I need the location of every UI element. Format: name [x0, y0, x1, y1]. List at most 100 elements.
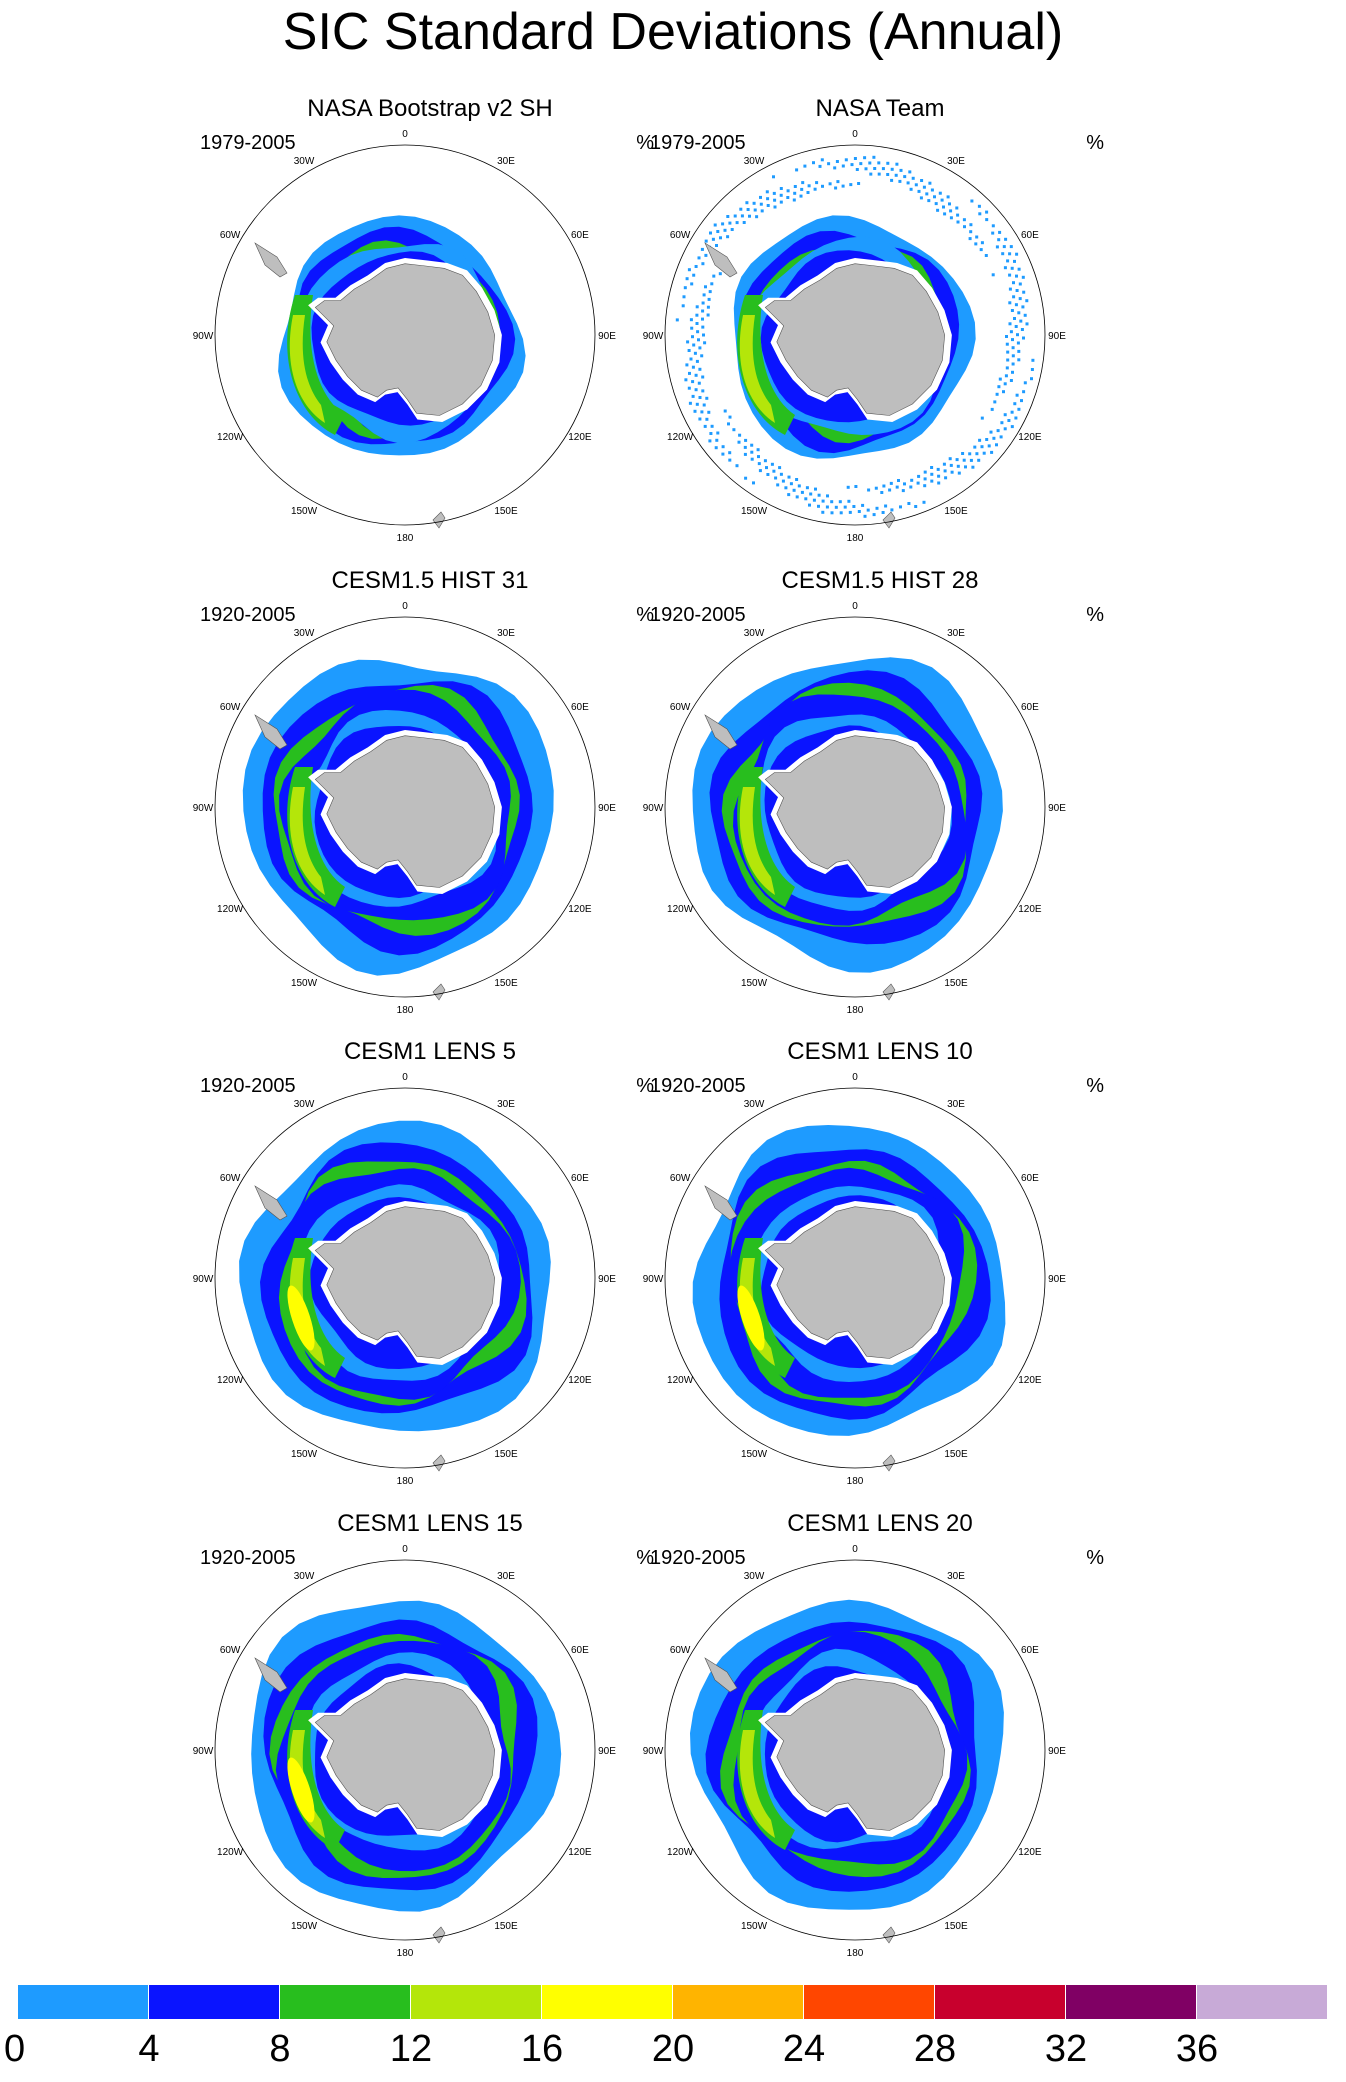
- longitude-label: 90E: [1048, 803, 1066, 814]
- panel-period: 1920-2005: [200, 604, 296, 626]
- longitude-label: 90W: [643, 1746, 664, 1757]
- panel-period: 1920-2005: [200, 1075, 296, 1097]
- noise-speckle: [1010, 410, 1014, 414]
- noise-speckle: [901, 489, 905, 493]
- noise-speckle: [882, 484, 886, 488]
- noise-speckle: [726, 215, 730, 218]
- panel-title: CESM1 LENS 5: [343, 1038, 517, 1065]
- noise-speckle: [1013, 402, 1017, 406]
- map-panel: CESM1 LENS 20 1920-2005% 0 30E 60E 90E 120E 150…: [643, 1510, 1110, 1980]
- noise-speckle: [853, 157, 857, 160]
- noise-speckle: [937, 481, 941, 485]
- colorbar-tick-label: 36: [1175, 2028, 1219, 2070]
- longitude-label: 150W: [291, 1449, 318, 1460]
- colorbar-box: [935, 1985, 1066, 2019]
- noise-speckle: [847, 499, 851, 503]
- noise-speckle: [1015, 274, 1018, 278]
- colorbar-tick-label: 16: [520, 2028, 564, 2070]
- noise-speckle: [934, 202, 938, 206]
- noise-speckle: [936, 467, 940, 471]
- noise-speckle: [695, 322, 699, 325]
- noise-speckle: [1001, 252, 1005, 256]
- longitude-label: 30E: [497, 156, 515, 167]
- panel-title: CESM1 LENS 10: [787, 1038, 973, 1065]
- map-boundary-circle: [664, 144, 1046, 526]
- panel-period: 1920-2005: [650, 1547, 746, 1569]
- noise-speckle: [914, 505, 918, 508]
- longitude-label: 120W: [667, 1847, 694, 1858]
- new-zealand: [432, 1454, 446, 1472]
- noise-speckle: [971, 465, 975, 469]
- noise-speckle: [844, 158, 848, 162]
- noise-speckle: [721, 452, 725, 456]
- noise-speckle: [694, 265, 698, 268]
- noise-speckle: [975, 235, 979, 239]
- noise-speckle: [1003, 427, 1007, 431]
- polar-stereographic-map: 0 30E 60E 90E 120E 150E 180 150W 120W 90W 60W 30W: [193, 1072, 617, 1487]
- noise-speckle: [700, 247, 704, 251]
- noise-speckle: [808, 503, 811, 507]
- noise-speckle: [763, 459, 767, 463]
- noise-speckle: [841, 184, 845, 188]
- colorbar-tick-label: 32: [1044, 2028, 1088, 2070]
- noise-speckle: [691, 380, 695, 384]
- noise-speckle: [995, 245, 999, 249]
- noise-speckle: [693, 351, 697, 355]
- longitude-label: 150E: [944, 1921, 968, 1932]
- noise-speckle: [969, 230, 973, 234]
- longitude-label: 120E: [1018, 1847, 1042, 1858]
- longitude-label: 30E: [947, 1099, 965, 1110]
- longitude-label: 120E: [1018, 432, 1042, 443]
- map-panel: NASA Team 1979-2005% 0 30E 60E 90E 120E 150E 180…: [643, 95, 1110, 565]
- noise-speckle: [779, 193, 783, 197]
- noise-speckle: [698, 346, 702, 350]
- noise-speckle: [743, 445, 747, 449]
- longitude-label: 30W: [294, 628, 315, 639]
- noise-speckle: [1007, 419, 1011, 422]
- panel-unit: %: [636, 604, 654, 626]
- noise-speckle: [948, 202, 951, 206]
- noise-speckle: [1017, 267, 1021, 271]
- south-america-tip: [254, 1657, 288, 1693]
- noise-speckle: [1011, 362, 1015, 366]
- noise-speckle: [697, 338, 700, 342]
- noise-speckle: [706, 313, 710, 317]
- map-panel: CESM1.5 HIST 28 1920-2005% 0 30E 60E 90E 120E 1…: [643, 567, 1110, 1037]
- noise-speckle: [705, 396, 709, 400]
- noise-speckle: [715, 244, 718, 247]
- panel-period: 1979-2005: [650, 132, 746, 154]
- noise-speckle: [704, 285, 707, 289]
- polar-stereographic-map: 0 30E 60E 90E 120E 150E 180 150W 120W 90W 60W 30W: [643, 601, 1067, 1016]
- polar-stereographic-map: 0 30E 60E 90E 120E 150E 180 150W 120W 90W 60W 30W: [643, 1544, 1067, 1959]
- noise-speckle: [979, 248, 983, 252]
- noise-speckle: [1016, 341, 1020, 345]
- noise-speckle: [875, 506, 879, 510]
- noise-speckle: [830, 500, 834, 504]
- longitude-label: 60W: [670, 1645, 691, 1656]
- noise-speckle: [943, 212, 947, 216]
- colorbar-box: [804, 1985, 935, 2019]
- noise-speckle: [923, 470, 927, 474]
- noise-speckle: [702, 403, 706, 407]
- noise-speckle: [1017, 407, 1021, 411]
- noise-speckle: [980, 445, 984, 449]
- noise-speckle: [864, 167, 868, 171]
- longitude-label: 150E: [494, 1921, 518, 1932]
- noise-speckle: [1008, 252, 1012, 256]
- noise-speckle: [737, 440, 741, 444]
- noise-speckle: [880, 491, 884, 494]
- longitude-label: 150E: [494, 1449, 518, 1460]
- noise-speckle: [756, 448, 760, 452]
- noise-speckle: [1009, 245, 1013, 249]
- noise-speckle: [787, 475, 791, 479]
- noise-speckle: [849, 183, 853, 187]
- south-america-tip: [254, 714, 288, 750]
- longitude-label: 60E: [571, 1645, 589, 1656]
- noise-speckle: [735, 221, 739, 225]
- sic-contour-band: [289, 787, 325, 895]
- longitude-label: 90W: [193, 1274, 214, 1285]
- noise-speckle: [726, 235, 730, 239]
- noise-speckle: [1011, 338, 1014, 342]
- noise-speckle: [889, 481, 893, 485]
- noise-speckle: [793, 185, 797, 188]
